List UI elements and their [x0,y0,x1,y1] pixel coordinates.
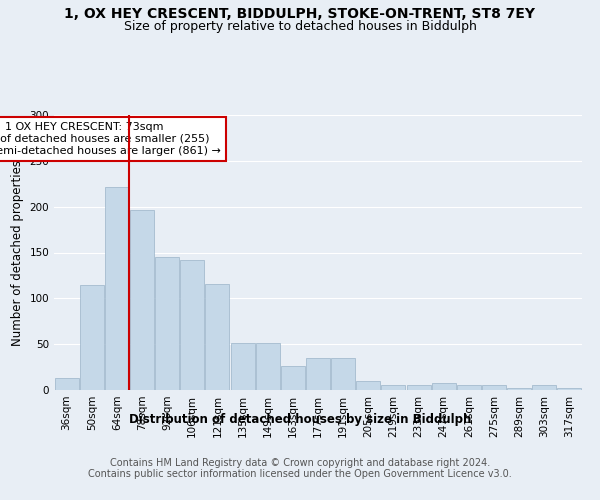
Bar [230,343,254,390]
Text: Size of property relative to detached houses in Biddulph: Size of property relative to detached ho… [124,20,476,33]
Bar [356,381,380,390]
Bar [256,343,280,390]
Bar [457,386,481,390]
Text: Contains HM Land Registry data © Crown copyright and database right 2024.
Contai: Contains HM Land Registry data © Crown c… [88,458,512,479]
Bar [482,386,506,390]
Bar [306,358,330,390]
Bar [181,260,204,390]
Bar [130,210,154,390]
Text: Distribution of detached houses by size in Biddulph: Distribution of detached houses by size … [129,412,471,426]
Text: 1, OX HEY CRESCENT, BIDDULPH, STOKE-ON-TRENT, ST8 7EY: 1, OX HEY CRESCENT, BIDDULPH, STOKE-ON-T… [65,8,536,22]
Bar [205,284,229,390]
Y-axis label: Number of detached properties: Number of detached properties [11,160,24,346]
Bar [557,388,581,390]
Bar [382,386,406,390]
Bar [55,378,79,390]
Text: 1 OX HEY CRESCENT: 73sqm
← 23% of detached houses are smaller (255)
76% of semi-: 1 OX HEY CRESCENT: 73sqm ← 23% of detach… [0,122,221,156]
Bar [507,388,531,390]
Bar [432,382,455,390]
Bar [80,284,104,390]
Bar [105,188,129,390]
Bar [331,358,355,390]
Bar [155,257,179,390]
Bar [407,386,431,390]
Bar [532,386,556,390]
Bar [281,366,305,390]
